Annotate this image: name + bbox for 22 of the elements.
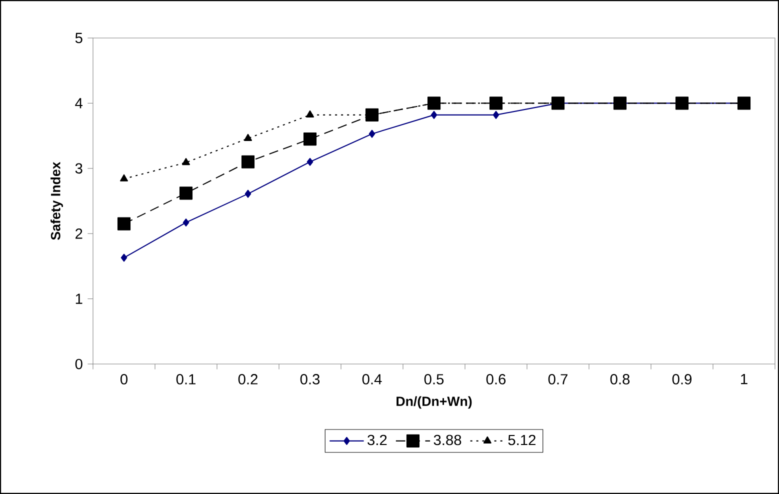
x-tick-label: 1: [741, 374, 748, 384]
x-tick-label: 0: [120, 374, 128, 384]
x-tick-label: 0.9: [672, 374, 692, 384]
legend-label: 3.88: [434, 434, 462, 446]
x-tick-label: 0.7: [548, 374, 568, 384]
y-tick-label: 5: [75, 32, 82, 44]
y-tick-label: 2: [76, 228, 82, 239]
y-axis-title: Safety Index: [50, 162, 63, 240]
x-tick-label: 0.4: [362, 374, 382, 384]
x-tick-label: 0.5: [424, 374, 444, 384]
legend-label: 5.12: [508, 434, 536, 446]
x-tick-label: 0.1: [176, 374, 196, 384]
x-axis-title: Dn/(Dn+Wn): [396, 396, 472, 409]
y-tick-label: 4: [75, 98, 83, 108]
y-tick-label: 0: [75, 358, 82, 370]
y-tick-label: 3: [75, 163, 82, 174]
x-tick-label: 0.3: [300, 374, 320, 384]
x-tick-label: 0.2: [238, 374, 258, 384]
x-tick-label: 0.8: [610, 374, 630, 384]
x-tick-label: 0.6: [486, 374, 506, 384]
y-tick-label: 1: [76, 294, 82, 304]
legend-label: 3.2: [368, 434, 387, 446]
